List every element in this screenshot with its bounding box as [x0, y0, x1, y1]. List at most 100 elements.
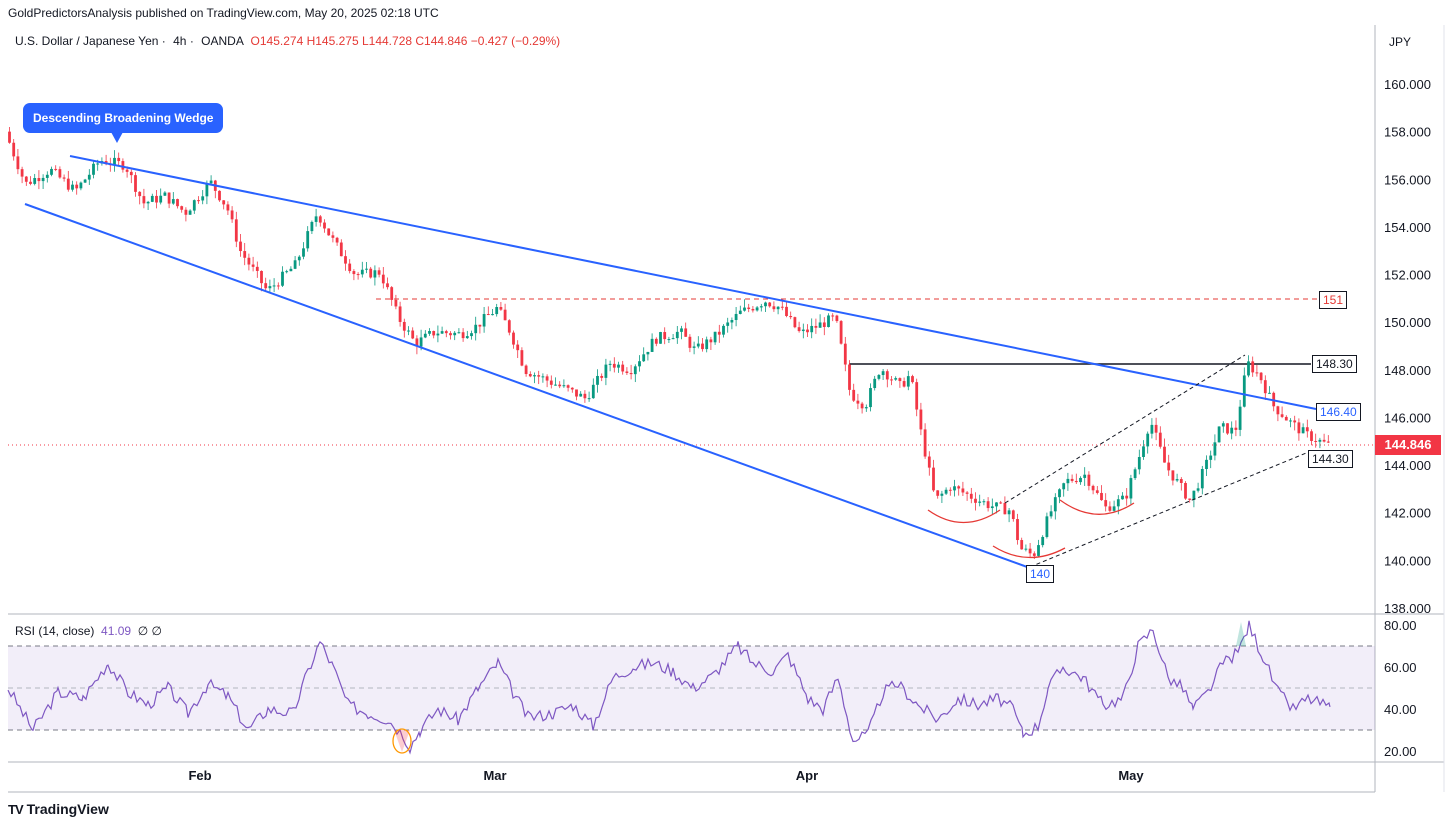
candle-body	[898, 378, 902, 382]
candle-body	[41, 177, 45, 182]
candle-body	[1028, 548, 1032, 554]
candle-body	[982, 501, 986, 503]
tradingview-logo-icon: TV	[8, 801, 24, 817]
candle-body	[738, 310, 742, 314]
ohlc-high: H145.275	[306, 34, 359, 48]
candle-body	[877, 375, 881, 379]
candle-body	[402, 321, 406, 331]
tradingview-footer[interactable]: TV TradingView	[8, 801, 109, 817]
candle-body	[1226, 423, 1229, 434]
candle-body	[1049, 511, 1053, 517]
candle-body	[163, 192, 167, 196]
candle-body	[218, 190, 221, 201]
candle-body	[1255, 372, 1259, 374]
price-tick-label: 158.000	[1384, 125, 1431, 140]
channel-upper-line[interactable]	[1004, 354, 1246, 504]
candle-body	[768, 302, 772, 307]
wedge-callout[interactable]: Descending Broadening Wedge	[23, 103, 224, 143]
candle-body	[327, 228, 331, 236]
price-tick-label: 148.000	[1384, 363, 1431, 378]
candle-body	[365, 268, 368, 270]
candle-body	[192, 200, 196, 211]
channel-144-label[interactable]: 144.30	[1308, 450, 1353, 468]
candle-body	[1205, 459, 1208, 470]
candle-body	[1221, 423, 1225, 427]
candle-body	[701, 343, 704, 350]
candle-body	[545, 376, 549, 381]
channel-lower-line[interactable]	[1029, 450, 1312, 568]
candle-body	[1095, 490, 1099, 493]
currency-label[interactable]: JPY	[1389, 35, 1412, 49]
candle-body	[638, 361, 641, 367]
symbol-interval[interactable]: 4h	[173, 34, 187, 48]
candle-body	[1129, 478, 1133, 499]
candle-body	[331, 235, 335, 238]
price-tick-label: 142.000	[1384, 506, 1431, 521]
wedge-upper-trendline[interactable]	[69, 155, 1317, 410]
candle-body	[1112, 506, 1116, 511]
candle-body	[1230, 427, 1234, 434]
date-tick-label: Feb	[188, 768, 211, 783]
candle-body	[969, 493, 973, 499]
resistance-151-label[interactable]: 151	[1319, 291, 1348, 309]
candle-body	[457, 332, 461, 334]
candle-body	[940, 493, 944, 496]
wedge-146-label[interactable]: 146.40	[1316, 403, 1361, 421]
candle-body	[314, 216, 318, 222]
candle-body	[852, 389, 856, 401]
time-axis[interactable]: Feb Mar Apr May	[188, 768, 1144, 783]
candle-body	[524, 365, 528, 375]
candle-body	[407, 330, 410, 332]
candle-body	[507, 320, 511, 333]
candle-body	[146, 201, 150, 204]
candle-body	[1121, 495, 1124, 500]
candle-body	[667, 339, 671, 341]
candle-body	[974, 498, 977, 503]
candle-body	[541, 376, 545, 378]
candle-body	[818, 322, 822, 328]
ohlc-close: C144.846	[415, 34, 468, 48]
candle-body	[465, 336, 469, 339]
candle-body	[45, 174, 49, 178]
candle-body	[1074, 480, 1078, 483]
rsi-value: 41.09	[101, 624, 132, 638]
candle-body	[927, 456, 931, 468]
candle-body	[1053, 497, 1057, 512]
symbol-name[interactable]: U.S. Dollar / Japanese Yen	[15, 34, 159, 48]
candle-body	[856, 400, 860, 404]
candle-body	[869, 388, 872, 408]
ohlc-open: O145.274	[250, 34, 304, 48]
rsi-axis[interactable]: 20.00 40.00 60.00 80.00	[1384, 618, 1417, 759]
candle-body	[1322, 439, 1326, 442]
rsi-legend[interactable]: RSI (14, close) 41.09 ∅ ∅	[15, 624, 162, 638]
candle-body	[785, 306, 788, 316]
candle-body	[96, 163, 100, 165]
candle-body	[990, 506, 994, 509]
base-arc-3	[1059, 499, 1135, 515]
candle-body	[923, 429, 927, 457]
candle-body	[37, 178, 41, 182]
candle-body	[789, 315, 793, 318]
candle-body	[24, 176, 28, 182]
candle-body	[579, 393, 583, 397]
candle-body	[1301, 427, 1305, 434]
candle-body	[150, 195, 154, 202]
candle-body	[1133, 469, 1137, 479]
candle-body	[780, 306, 784, 308]
candle-body	[428, 331, 431, 334]
price-axis[interactable]: 138.000 140.000 142.000 144.000 146.000 148.0…	[1384, 77, 1431, 616]
support-140-label[interactable]: 140	[1026, 565, 1055, 583]
candle-body	[272, 285, 276, 287]
candle-body	[1171, 470, 1175, 481]
wedge-lower-trendline[interactable]	[24, 203, 1031, 569]
candle-body	[335, 237, 339, 243]
candle-body	[1062, 483, 1066, 490]
resistance-148-label[interactable]: 148.30	[1312, 355, 1357, 373]
candle-body	[1200, 469, 1204, 489]
candle-body	[537, 375, 541, 377]
candle-body	[629, 372, 633, 375]
candle-body	[390, 287, 394, 300]
candle-body	[839, 321, 843, 344]
candle-body	[1137, 456, 1141, 470]
